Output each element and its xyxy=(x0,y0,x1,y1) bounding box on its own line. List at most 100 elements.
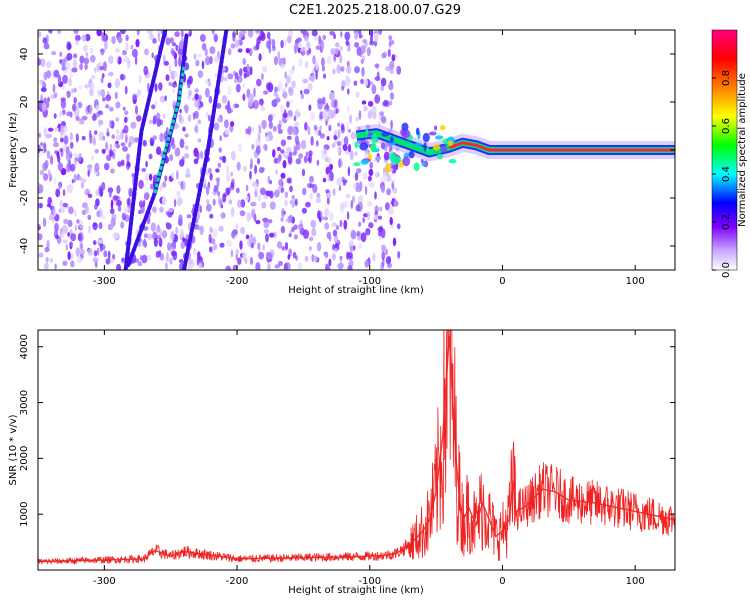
noise-speck xyxy=(60,137,64,143)
noise-speck xyxy=(244,257,248,265)
noise-speck xyxy=(280,63,286,69)
colorbar-ticks: 0.0 0.2 0.4 0.6 0.8 xyxy=(712,70,732,278)
noise-speck xyxy=(107,250,111,260)
noise-speck xyxy=(45,257,49,263)
noise-speck xyxy=(257,194,262,202)
noise-speck xyxy=(114,78,121,89)
transition-blob xyxy=(421,161,426,167)
noise-speck xyxy=(112,195,119,201)
noise-speck xyxy=(230,171,234,177)
noise-speck xyxy=(83,189,87,196)
noise-speck xyxy=(98,222,103,230)
noise-speck xyxy=(381,250,386,261)
noise-speck xyxy=(127,207,130,214)
noise-speck xyxy=(371,84,377,95)
noise-speck xyxy=(388,42,392,48)
noise-speck xyxy=(112,148,116,153)
noise-speck xyxy=(392,187,398,194)
noise-speck xyxy=(354,151,358,156)
noise-speck xyxy=(378,30,383,35)
noise-speck xyxy=(300,30,306,35)
noise-speck xyxy=(116,263,122,270)
noise-speck xyxy=(122,106,126,111)
noise-speck xyxy=(178,116,185,124)
noise-speck xyxy=(372,111,377,120)
noise-speck xyxy=(366,211,371,221)
noise-speck xyxy=(346,65,352,74)
noise-speck xyxy=(51,51,57,56)
noise-speck xyxy=(379,111,384,117)
noise-speck xyxy=(265,82,271,91)
noise-speck xyxy=(156,234,161,240)
noise-speck xyxy=(208,95,213,104)
transition-blob xyxy=(385,163,391,174)
noise-speck xyxy=(371,105,377,114)
noise-speck xyxy=(317,100,323,110)
noise-speck xyxy=(294,198,298,206)
noise-speck xyxy=(239,240,243,250)
noise-speck xyxy=(194,88,200,93)
noise-speck xyxy=(71,179,75,184)
noise-speck xyxy=(254,182,259,192)
noise-speck xyxy=(308,150,313,157)
noise-speck xyxy=(305,151,309,157)
snr-ytick-label: 4000 xyxy=(19,334,30,359)
noise-speck xyxy=(62,189,66,197)
noise-speck xyxy=(390,179,396,184)
noise-speck xyxy=(177,196,182,207)
noise-speck xyxy=(105,141,109,151)
noise-speck xyxy=(184,133,189,138)
noise-speck xyxy=(300,93,304,100)
noise-speck xyxy=(111,213,117,221)
noise-speck xyxy=(159,228,163,239)
noise-speck xyxy=(231,178,235,188)
noise-speck xyxy=(366,47,371,57)
noise-speck xyxy=(120,142,126,147)
noise-speck xyxy=(39,202,43,209)
noise-speck xyxy=(144,48,149,56)
noise-speck xyxy=(295,113,299,118)
noise-speck xyxy=(154,83,158,92)
noise-speck xyxy=(81,178,87,183)
noise-speck xyxy=(278,260,283,266)
noise-speck xyxy=(209,56,213,65)
noise-speck xyxy=(326,55,332,65)
noise-speck xyxy=(384,202,390,211)
noise-speck xyxy=(184,106,189,114)
noise-speck xyxy=(304,255,309,262)
noise-speck xyxy=(120,73,124,81)
noise-speck xyxy=(106,154,112,161)
noise-speck xyxy=(92,113,96,122)
noise-speck xyxy=(196,53,202,58)
noise-speck xyxy=(340,31,343,38)
spectrogram-xtick-label: -100 xyxy=(358,276,381,287)
noise-speck xyxy=(117,161,122,168)
noise-speck xyxy=(253,87,256,98)
noise-speck xyxy=(209,246,213,253)
noise-speck xyxy=(240,226,245,235)
noise-speck xyxy=(109,106,114,112)
noise-speck xyxy=(164,262,168,270)
noise-speck xyxy=(319,125,323,131)
spectrogram-y-label: Frequency (Hz) xyxy=(8,112,19,188)
noise-speck xyxy=(226,187,231,195)
noise-speck xyxy=(309,175,314,183)
noise-speck xyxy=(234,78,238,84)
noise-speck xyxy=(145,173,149,182)
noise-speck xyxy=(263,221,270,229)
transition-blob xyxy=(354,141,359,149)
noise-speck xyxy=(389,216,393,226)
noise-speck xyxy=(68,77,72,87)
spectrogram-content xyxy=(38,30,675,270)
noise-speck xyxy=(54,263,57,270)
snr-x-axis: -300 -200 -100 0 100 xyxy=(93,330,645,587)
noise-speck xyxy=(137,261,143,267)
noise-speck xyxy=(208,233,212,244)
noise-speck xyxy=(347,144,352,153)
noise-speck xyxy=(49,30,53,35)
noise-speck xyxy=(218,225,224,232)
noise-speck xyxy=(53,69,60,78)
noise-speck xyxy=(188,75,193,85)
noise-speck xyxy=(340,205,345,213)
noise-speck xyxy=(101,32,106,42)
